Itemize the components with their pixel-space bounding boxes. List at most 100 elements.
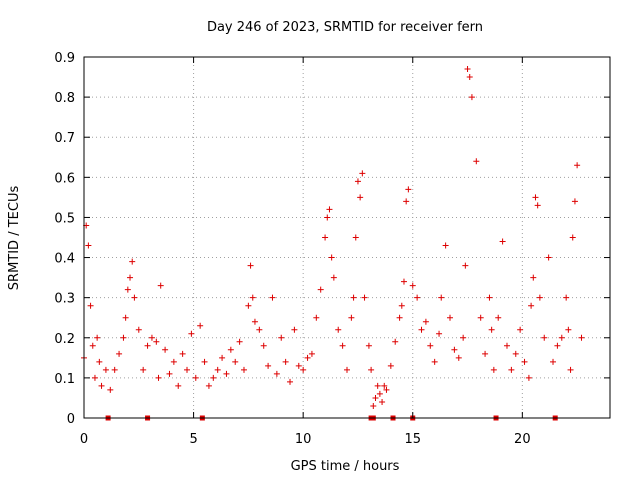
data-point: [563, 294, 570, 301]
y-tick-label: 0.2: [54, 332, 75, 347]
data-point: [291, 326, 298, 333]
data-point: [232, 358, 239, 365]
data-point: [569, 234, 576, 241]
data-point: [94, 334, 101, 341]
x-axis-label: GPS time / hours: [291, 459, 400, 474]
data-point: [357, 194, 364, 201]
y-tick-label: 0.1: [54, 372, 75, 387]
data-point: [422, 318, 429, 325]
data-point: [521, 358, 528, 365]
data-point: [260, 342, 267, 349]
y-axis-label: SRMTID / TECUs: [7, 186, 22, 291]
grid: [83, 56, 610, 419]
data-point: [328, 254, 335, 261]
data-point: [317, 286, 324, 293]
data-point: [365, 342, 372, 349]
data-point: [98, 382, 105, 389]
data-point: [482, 350, 489, 357]
data-point: [554, 342, 561, 349]
data-point: [499, 238, 506, 245]
x-tick-label: 0: [80, 432, 88, 447]
data-point: [162, 346, 169, 353]
data-point: [512, 350, 519, 357]
data-point: [175, 382, 182, 389]
data-point: [418, 326, 425, 333]
data-point: [359, 170, 366, 177]
x-tick-label: 10: [295, 432, 312, 447]
data-point: [403, 198, 410, 205]
data-point: [111, 366, 118, 373]
data-point: [188, 330, 195, 337]
data-point: [392, 338, 399, 345]
data-point: [400, 278, 407, 285]
data-point: [278, 334, 285, 341]
data-point: [574, 162, 581, 169]
data-point: [122, 314, 129, 321]
data-point: [567, 366, 574, 373]
data-point: [536, 294, 543, 301]
data-point: [447, 314, 454, 321]
data-point: [405, 186, 412, 193]
x-tick-label: 20: [514, 432, 531, 447]
data-point: [374, 382, 381, 389]
y-tick-label: 0.7: [54, 131, 75, 146]
data-point: [287, 378, 294, 385]
data-point: [273, 370, 280, 377]
data-point: [148, 334, 155, 341]
data-point: [361, 294, 368, 301]
data-point: [436, 330, 443, 337]
data-point: [89, 342, 96, 349]
data-point: [381, 382, 388, 389]
data-point: [247, 262, 254, 269]
data-point: [379, 398, 386, 405]
data-point: [269, 294, 276, 301]
data-point: [201, 358, 208, 365]
data-point: [495, 314, 502, 321]
data-point: [490, 366, 497, 373]
data-point: [344, 366, 350, 373]
data-point: [477, 314, 484, 321]
data-point: [245, 302, 252, 309]
data-point: [339, 342, 346, 349]
data-point: [96, 358, 103, 365]
x-tick-label: 5: [189, 432, 197, 447]
data-point: [87, 302, 94, 309]
data-point: [558, 334, 565, 341]
y-tick-label: 0: [67, 412, 75, 427]
data-point: [265, 362, 272, 369]
data-point: [166, 370, 173, 377]
data-point: [236, 338, 243, 345]
y-tick-label: 0.3: [54, 292, 75, 307]
data-point: [295, 362, 302, 369]
data-point: [116, 350, 123, 357]
data-point: [120, 334, 127, 341]
y-tick-label: 0.4: [54, 252, 75, 267]
data-point: [372, 394, 379, 401]
data-point: [442, 242, 449, 249]
data-point: [184, 366, 191, 373]
data-point: [223, 370, 230, 377]
x-axis-ticks: 0 5 10 15 20: [80, 57, 531, 447]
data-point: [466, 74, 473, 81]
data-point: [528, 302, 535, 309]
data-point: [157, 282, 164, 289]
data-point: [473, 158, 480, 165]
data-point: [354, 178, 361, 185]
data-point: [170, 358, 177, 365]
data-point: [545, 254, 552, 261]
data-point: [383, 386, 390, 393]
data-point: [348, 314, 355, 321]
data-point: [460, 334, 467, 341]
data-point: [431, 358, 438, 365]
data-point: [427, 342, 434, 349]
y-tick-label: 0.6: [54, 171, 75, 186]
data-point: [486, 294, 493, 301]
data-point: [256, 326, 263, 333]
data-point: [503, 342, 510, 349]
y-axis-ticks: 0 0.1 0.2 0.3 0.4 0.5 0.6 0.7 0.8 0.9: [54, 51, 610, 427]
data-point: [107, 386, 114, 393]
data-point: [464, 66, 471, 73]
data-point: [398, 302, 405, 309]
data-point: [541, 334, 548, 341]
data-point: [396, 314, 403, 321]
